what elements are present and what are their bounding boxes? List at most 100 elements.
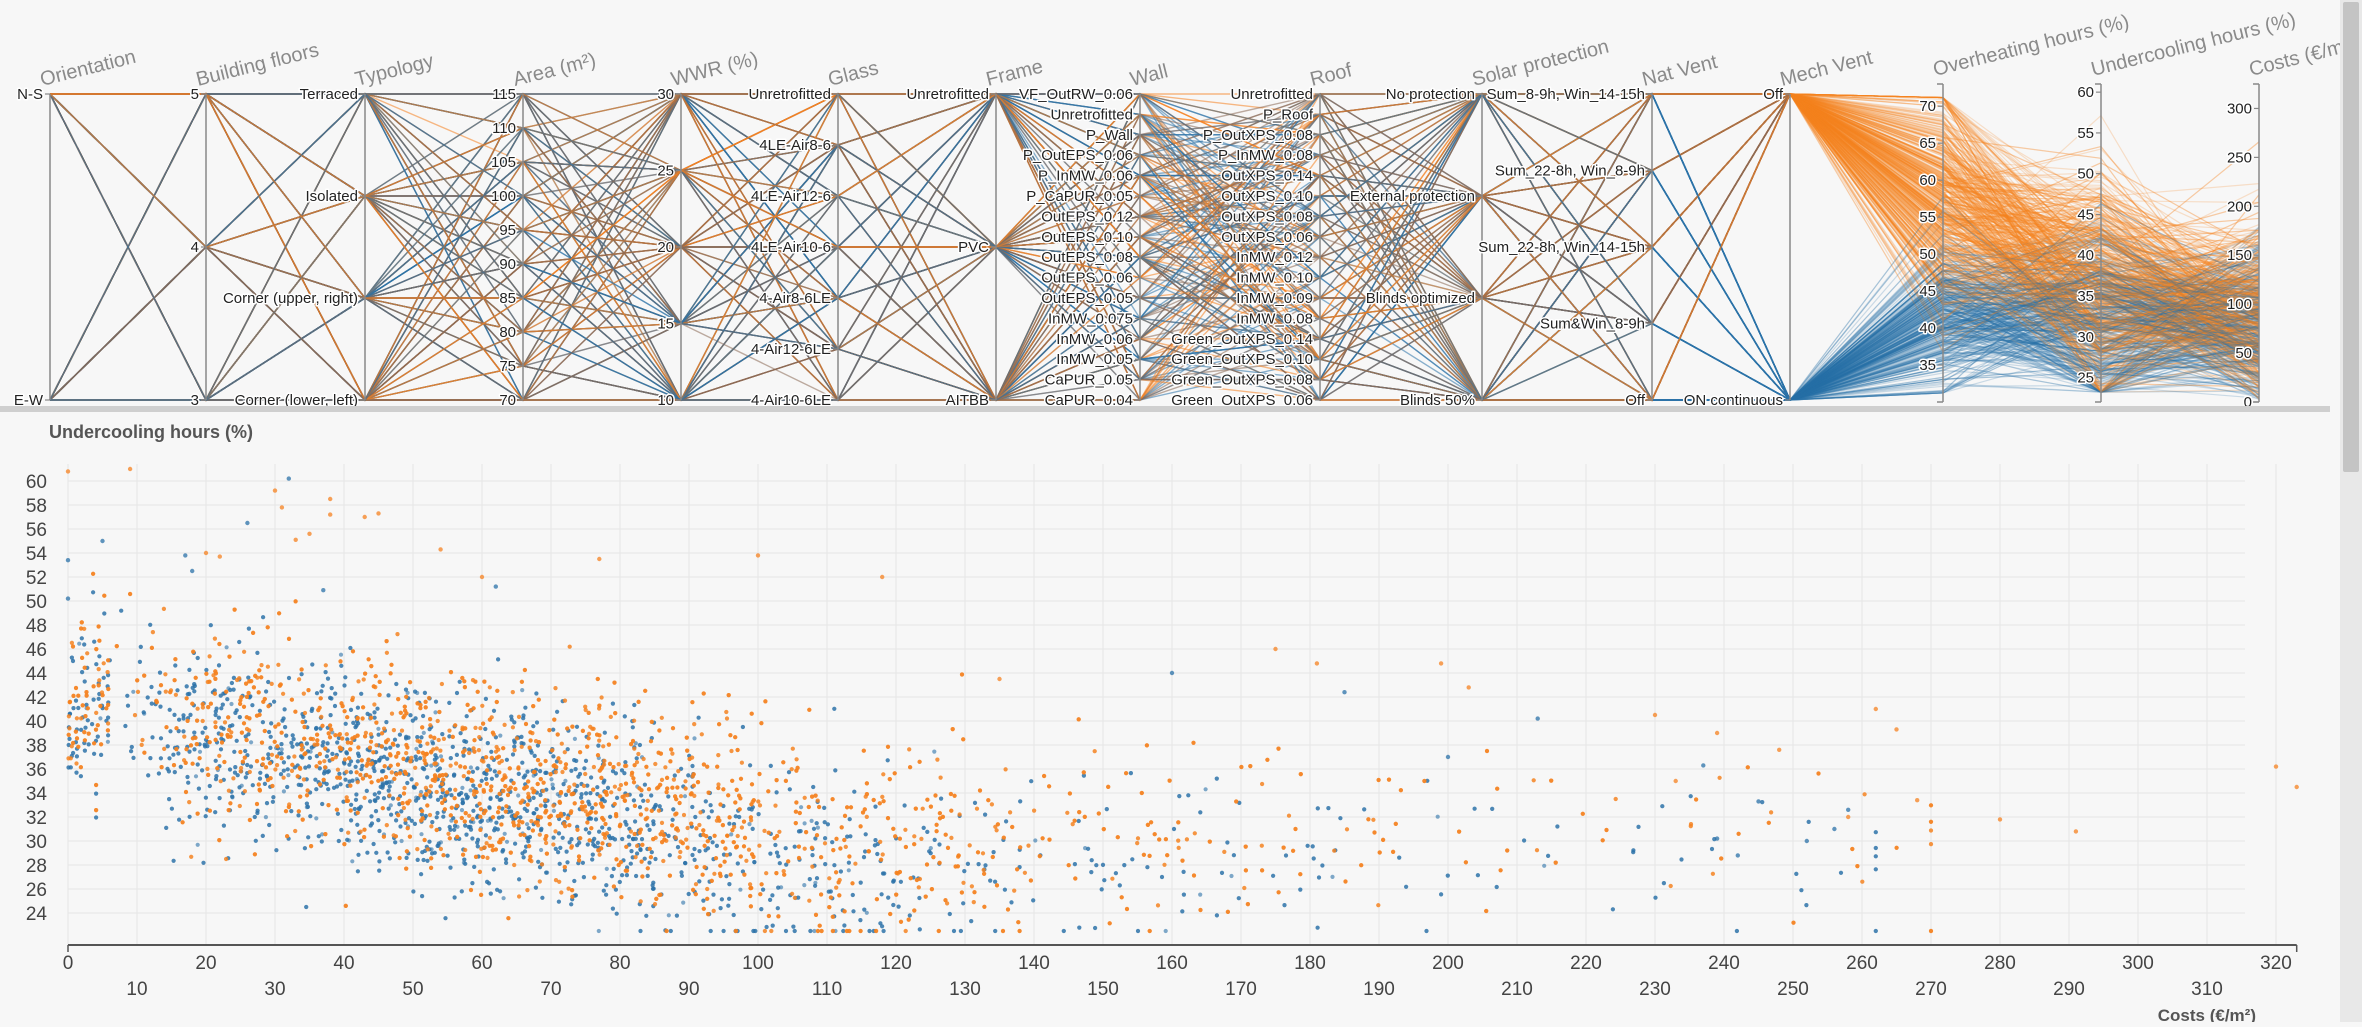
- scatter-point: [188, 815, 192, 819]
- scatter-point: [376, 727, 380, 731]
- scatter-point: [181, 729, 185, 733]
- scatter-point: [761, 888, 765, 892]
- scatter-point: [71, 706, 75, 710]
- tick-label: InMW_0.08: [1236, 310, 1313, 327]
- scatter-point: [711, 840, 715, 844]
- scatter-point: [428, 794, 432, 798]
- scatter-point: [489, 750, 493, 754]
- tick-label: 70: [1919, 98, 1936, 115]
- scatter-point: [192, 747, 196, 751]
- scatter-point: [671, 807, 675, 811]
- scatter-point: [773, 843, 777, 847]
- scatter-point: [388, 746, 392, 750]
- scatter-point: [510, 718, 514, 722]
- scatter-point: [74, 699, 78, 703]
- scatter-point: [1799, 888, 1803, 892]
- scatter-point: [384, 747, 388, 751]
- scatter-point: [219, 747, 223, 751]
- scatter-point: [320, 839, 324, 843]
- scatter-point: [219, 706, 223, 710]
- scatter-point: [372, 842, 376, 846]
- scatter-point: [1317, 875, 1321, 879]
- scatter-point: [353, 807, 357, 811]
- scatter-point: [173, 770, 177, 774]
- axis-title: Mech Vent: [1778, 47, 1875, 91]
- scatter-point: [724, 874, 728, 878]
- scatter-point: [520, 688, 524, 692]
- tick-label: 55: [1919, 209, 1936, 226]
- scatter-point: [244, 734, 248, 738]
- tick-label: InMW_0.12: [1236, 249, 1313, 266]
- scatter-point: [175, 688, 179, 692]
- scatter-point: [697, 716, 701, 720]
- axis-title: Roof: [1308, 59, 1355, 91]
- scatter-point: [532, 796, 536, 800]
- scatter-point: [520, 851, 524, 855]
- scatter-point: [706, 846, 710, 850]
- scatter-point: [1536, 716, 1540, 720]
- scatter-point: [370, 821, 374, 825]
- scatter-point: [472, 865, 476, 869]
- scatter-point: [634, 874, 638, 878]
- scatter-point: [799, 805, 803, 809]
- scatter-point: [646, 874, 650, 878]
- scatter-point: [254, 839, 258, 843]
- scatter-point: [1180, 909, 1184, 913]
- scatter-point: [282, 769, 286, 773]
- scatter-point: [92, 640, 96, 644]
- scatter-point: [1874, 830, 1878, 834]
- scatter-point: [377, 791, 381, 795]
- scatter-point: [463, 862, 467, 866]
- scatter-point: [632, 703, 636, 707]
- scatter-point: [597, 929, 601, 933]
- scatter-point: [966, 862, 970, 866]
- scatter-point: [1611, 907, 1615, 911]
- scatter-point: [251, 783, 255, 787]
- scatter-point: [271, 800, 275, 804]
- scatter-point: [615, 796, 619, 800]
- scatter-point: [386, 693, 390, 697]
- scatter-point: [1198, 893, 1202, 897]
- scatter-point: [308, 814, 312, 818]
- scatter-point: [522, 775, 526, 779]
- tick-label: 40: [2077, 247, 2094, 264]
- scatter-point: [164, 826, 168, 830]
- scatter-point: [551, 728, 555, 732]
- scatter-point: [776, 854, 780, 858]
- tick-label: 4: [191, 239, 199, 256]
- scatter-point: [1476, 873, 1480, 877]
- scatter-point: [77, 642, 81, 646]
- scatter-point: [827, 890, 831, 894]
- scatter-point: [1282, 903, 1286, 907]
- scatter-point: [505, 840, 509, 844]
- scatter-point: [480, 779, 484, 783]
- tick-label: 25: [657, 163, 674, 180]
- scatter-point: [523, 706, 527, 710]
- scatter-point: [289, 809, 293, 813]
- scatter-point: [487, 805, 491, 809]
- scatter-point: [217, 716, 221, 720]
- scatter-point: [810, 819, 814, 823]
- scatter-point: [886, 896, 890, 900]
- scatter-point: [748, 763, 752, 767]
- scatter-point: [671, 818, 675, 822]
- scatter-point: [221, 703, 225, 707]
- scatter-point: [687, 892, 691, 896]
- scatter-point: [704, 799, 708, 803]
- scatter-point: [977, 862, 981, 866]
- scatter-point: [431, 741, 435, 745]
- scatter-point: [142, 710, 146, 714]
- tick-label: Corner (upper, right): [223, 290, 358, 307]
- scatter-point: [194, 774, 198, 778]
- scatter-point: [150, 735, 154, 739]
- scatter-point: [232, 750, 236, 754]
- scatter-point: [590, 857, 594, 861]
- scatter-point: [356, 759, 360, 763]
- scatter-point: [230, 681, 234, 685]
- scatter-point: [727, 882, 731, 886]
- axis-title: Costs (€/m²): [2247, 33, 2340, 81]
- scatter-point: [496, 657, 500, 661]
- tick-label: OutEPS_0.08: [1041, 249, 1133, 266]
- scatter-point: [414, 799, 418, 803]
- scatter-point: [321, 588, 325, 592]
